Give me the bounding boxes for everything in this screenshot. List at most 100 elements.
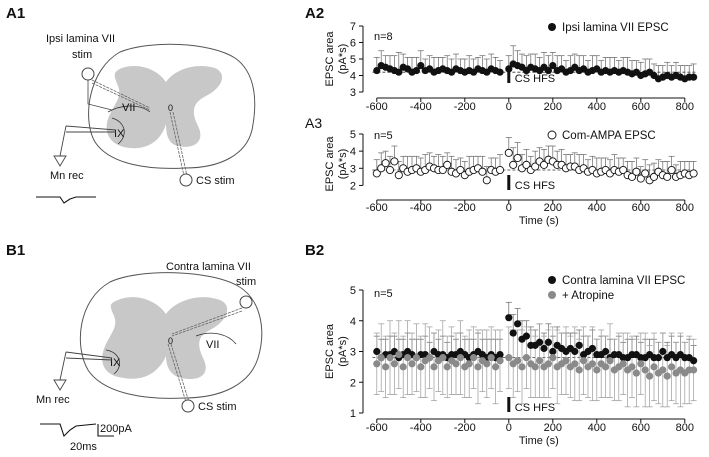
data-point (377, 354, 385, 362)
chart-b2: 1 2 3 4 5 EPSC area (pA*s) -600 -400 -200 0 200 400 6… (324, 275, 698, 447)
x-tick-label: -600 (366, 422, 388, 434)
x-tick-label: 0 (506, 101, 512, 113)
data-point (412, 354, 420, 362)
y-axis-label: EPSC area (324, 323, 336, 379)
a1-mn-rec-label: Mn rec (50, 170, 84, 182)
data-point (663, 172, 672, 181)
panel-a3: A3 2 3 4 5 EPSC area (pA*s) -600 -400 -200 0 200 40… (305, 115, 698, 227)
data-point (372, 169, 381, 178)
panel-label-a2: A2 (305, 5, 324, 22)
y-tick-label: 3 (350, 347, 356, 359)
b1-stim-label-line2: stim (236, 276, 256, 288)
data-point (575, 366, 583, 374)
x-tick-label: 400 (588, 101, 606, 113)
cs-hfs-label: CS HFS (515, 402, 555, 414)
b1-cs-stim-electrode-icon (181, 399, 195, 413)
data-point (659, 366, 667, 374)
data-point (518, 363, 526, 371)
a1-rec-electrode (65, 125, 117, 133)
x-tick-label: -200 (454, 101, 476, 113)
data-point (456, 165, 465, 175)
data-point (593, 366, 601, 374)
b1-stim-label-line1: Contra lamina VII (166, 261, 251, 273)
data-point (571, 360, 579, 368)
data-point (487, 354, 495, 362)
a1-rec-lead (59, 125, 67, 157)
data-point (395, 350, 403, 359)
data-point (544, 338, 553, 346)
y-axis-unit-label: (pA*s) (337, 336, 349, 367)
data-point (544, 66, 553, 75)
data-point (417, 62, 425, 70)
data-point (474, 363, 482, 371)
y-tick-label: 5 (350, 54, 356, 66)
panel-label-a1: A1 (6, 5, 25, 22)
x-tick-label: 800 (676, 101, 694, 113)
x-tick-label: -600 (366, 202, 388, 214)
legend-marker (548, 291, 556, 299)
y-tick-label: 5 (350, 129, 356, 141)
y-axis-unit-label: (pA*s) (337, 44, 349, 75)
y-axis-label: EPSC area (324, 31, 336, 87)
y-tick-label: 1 (350, 408, 356, 420)
x-tick-label: 800 (676, 202, 694, 214)
data-point (509, 160, 518, 169)
data-point (549, 354, 557, 362)
x-tick-label: -400 (410, 422, 432, 434)
data-point (659, 347, 667, 356)
data-point (408, 360, 416, 368)
data-point (690, 357, 698, 365)
panel-b2: B2 1 2 3 4 5 EPSC area (pA*s) -600 -400 -200 0 200 4… (305, 242, 698, 447)
data-point (495, 165, 505, 175)
data-point (571, 347, 579, 356)
b1-lamina-ix-label: IX (110, 357, 121, 369)
data-point (522, 332, 531, 340)
data-point (514, 320, 522, 328)
data-point (377, 164, 386, 173)
y-tick-label: 3 (350, 163, 356, 175)
x-tick-label: -400 (410, 101, 432, 113)
a1-center-label: 0 (168, 103, 173, 113)
a1-cs-stim-label: CS stim (196, 175, 235, 187)
data-point (539, 160, 549, 169)
data-point (456, 354, 464, 362)
data-point (382, 363, 390, 371)
data-point (690, 73, 698, 81)
n-label: n=5 (374, 130, 393, 142)
data-point (439, 354, 447, 362)
data-point (373, 66, 381, 75)
data-point (505, 65, 513, 73)
data-point (373, 360, 381, 368)
x-tick-label: 600 (632, 422, 650, 434)
data-point (386, 354, 394, 362)
b1-scale-amp-label: 200pA (100, 423, 132, 435)
data-point (531, 363, 539, 371)
data-point (575, 341, 583, 349)
data-point (690, 366, 698, 374)
a1-lamina-ix-label: IX (114, 128, 125, 140)
data-point (602, 363, 610, 371)
data-point (514, 357, 522, 365)
data-point (531, 162, 540, 171)
x-tick-label: -200 (454, 422, 476, 434)
data-point (505, 314, 513, 322)
panel-label-b1: B1 (6, 242, 25, 259)
y-tick-label: 6 (350, 38, 356, 50)
data-point (373, 347, 381, 356)
data-point (496, 350, 504, 359)
b1-gray-matter (102, 297, 228, 380)
data-point (417, 363, 425, 371)
panel-label-b2: B2 (305, 242, 324, 259)
chart-a3: 2 3 4 5 EPSC area (pA*s) -600 -400 -200 0 200 400 60… (324, 129, 698, 227)
data-point (562, 357, 570, 365)
data-point (412, 66, 420, 75)
x-tick-label: -600 (366, 101, 388, 113)
data-point (483, 360, 491, 368)
data-point (452, 360, 460, 368)
a1-lamina-vii-label: VII (122, 102, 135, 114)
x-axis-label: Time (s) (519, 435, 559, 447)
b1-stim-electrode-icon (239, 295, 253, 309)
b1-epsc-trace (40, 423, 97, 438)
a1-cs-electrode (169, 111, 188, 177)
a1-epsc-trace (36, 196, 96, 204)
